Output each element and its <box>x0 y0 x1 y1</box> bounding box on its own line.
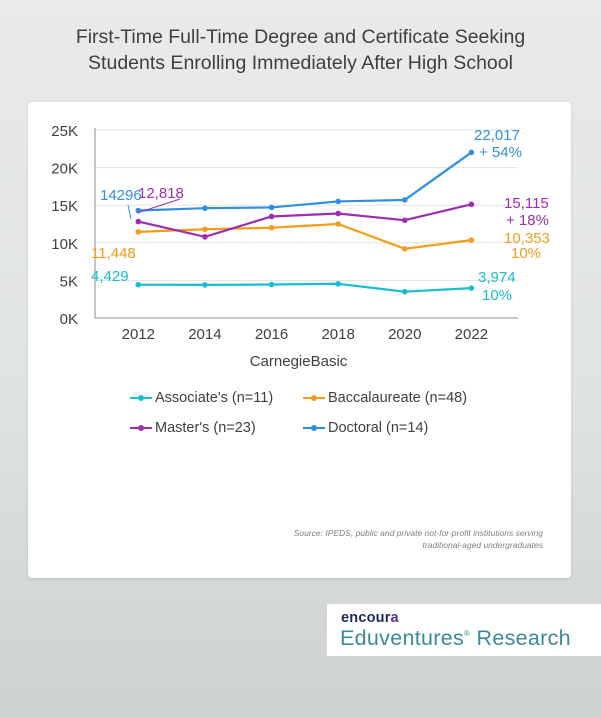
data-label-doctoral-start: 14296 <box>100 187 142 204</box>
legend-item-baccalaureate: Baccalaureate (n=48) <box>303 388 467 408</box>
data-point-baccalaureate <box>468 237 475 243</box>
data-point-baccalaureate <box>202 226 208 233</box>
encoura-logo-main: encour <box>341 610 391 626</box>
legend-swatch-associates <box>130 395 152 401</box>
data-point-associates <box>268 281 275 288</box>
legend-label-associates: Associate's (n=11) <box>155 390 274 406</box>
data-label-baccalaureate-end: 10,353 <box>504 230 550 247</box>
data-label-associates-start: 4,429 <box>91 268 129 285</box>
x-tick-label: 2018 <box>321 326 354 343</box>
y-tick-label: 10K <box>51 236 78 253</box>
legend-item-masters: Master's (n=23) <box>130 418 256 438</box>
encoura-logo-accent: a <box>390 610 399 626</box>
data-point-baccalaureate <box>268 224 275 231</box>
source-note-line-2: traditional-aged undergraduates <box>422 540 543 550</box>
data-point-doctoral <box>401 197 408 203</box>
data-label-doctoral-end: 22,017 <box>474 127 520 144</box>
data-point-masters <box>135 218 142 225</box>
x-axis-title: CarnegieBasic <box>250 353 348 370</box>
data-point-baccalaureate <box>135 229 142 235</box>
page-title: First-Time Full-Time Degree and Certific… <box>0 24 601 76</box>
chart-card: 0K 5K 10K 15K 20K 25K 2012 2014 2016 2018 2020 2022… <box>28 102 571 578</box>
x-tick-label: 2022 <box>455 326 488 343</box>
encoura-logo: encoura <box>341 610 399 626</box>
data-point-associates <box>468 285 475 291</box>
data-point-doctoral <box>268 204 275 211</box>
y-tick-label: 0K <box>60 311 78 328</box>
data-point-masters <box>468 201 475 208</box>
line-chart: 0K 5K 10K 15K 20K 25K 2012 2014 2016 2018 2020 2022… <box>51 123 550 370</box>
data-point-associates <box>401 288 408 295</box>
x-tick-label: 2020 <box>388 326 421 343</box>
legend-item-associates: Associate's (n=11) <box>130 388 273 408</box>
data-point-baccalaureate <box>401 246 408 252</box>
data-label-masters-change: + 18% <box>506 212 549 229</box>
data-point-masters <box>401 217 408 224</box>
data-point-masters <box>335 210 341 217</box>
series-line-baccalaureate <box>138 222 472 250</box>
series-line-doctoral <box>138 151 473 212</box>
eduventures-text: Eduventures <box>340 626 465 650</box>
legend-swatch-doctoral <box>303 425 325 431</box>
y-tick-label: 25K <box>51 123 78 140</box>
data-label-doctoral-change: + 54% <box>479 144 522 161</box>
data-point-masters <box>202 233 208 240</box>
legend-swatch-masters <box>130 425 152 431</box>
y-tick-label: 5K <box>60 273 78 290</box>
legend-label-masters: Master's (n=23) <box>155 420 256 436</box>
legend-label-doctoral: Doctoral (n=14) <box>328 420 429 436</box>
series-line-masters <box>138 203 472 238</box>
y-tick-label: 20K <box>51 161 78 178</box>
x-tick-label: 2014 <box>188 326 221 343</box>
data-label-associates-change: 10% <box>482 287 512 304</box>
data-label-baccalaureate-change: 10% <box>511 245 541 262</box>
data-label-doctoral-start-connector <box>127 204 132 220</box>
series-line-associates <box>138 282 472 293</box>
legend-label-baccalaureate: Baccalaureate (n=48) <box>328 390 468 406</box>
data-label-masters-end: 15,115 <box>504 195 549 212</box>
x-tick-label: 2016 <box>255 326 288 343</box>
data-label-baccalaureate-start: 11,448 <box>91 245 136 262</box>
registered-mark: ® <box>464 629 471 638</box>
legend-swatch-baccalaureate <box>303 395 325 401</box>
data-label-masters-start-connector <box>136 198 181 214</box>
data-point-associates <box>135 281 142 288</box>
eduventures-research-logo: Eduventures® Research <box>340 626 571 651</box>
data-label-masters-start: 12,818 <box>138 185 184 202</box>
data-point-doctoral <box>468 149 475 156</box>
data-point-doctoral <box>335 198 341 205</box>
data-point-associates <box>335 280 341 287</box>
research-text: Research <box>470 626 571 650</box>
data-point-baccalaureate <box>335 221 341 227</box>
data-point-associates <box>202 282 208 288</box>
x-tick-label: 2012 <box>122 326 155 343</box>
page-title-line-2: Students Enrolling Immediately After Hig… <box>88 52 513 74</box>
data-point-doctoral <box>202 205 208 212</box>
y-tick-label: 15K <box>51 198 78 215</box>
data-label-associates-end: 3,974 <box>478 269 516 286</box>
page-title-line-1: First-Time Full-Time Degree and Certific… <box>75 26 526 48</box>
brand-logo: encoura Eduventures® Research <box>327 604 601 656</box>
legend-item-doctoral: Doctoral (n=14) <box>303 418 428 438</box>
source-note-line-1: Source: IPEDS, public and private not-fo… <box>293 528 543 538</box>
data-point-masters <box>268 213 275 220</box>
source-note: Source: IPEDS, public and private not-fo… <box>213 527 543 551</box>
